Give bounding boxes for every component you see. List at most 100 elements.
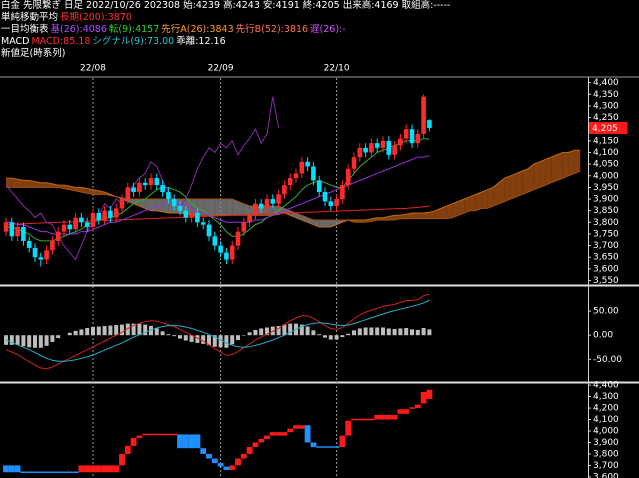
histogram-bar: [183, 335, 188, 341]
y-tick-label: 3,600: [593, 264, 619, 274]
histogram-bar: [50, 335, 55, 342]
candle-body: [403, 129, 409, 139]
histogram-bar: [427, 329, 432, 336]
histogram-bar: [178, 335, 182, 339]
candle-body: [61, 224, 67, 232]
histogram-bar: [172, 335, 177, 337]
candle-body: [287, 178, 293, 186]
cloud-fill: [156, 199, 163, 212]
cloud-fill: [510, 173, 517, 200]
histogram-bar: [230, 335, 235, 345]
last-price-label: 4,205: [592, 124, 618, 134]
y-tick-label: 3,650: [593, 253, 619, 263]
candle-body: [299, 161, 305, 174]
span-b-line: [6, 170, 581, 223]
cloud-fill: [475, 192, 482, 211]
new-value-bar: [264, 435, 270, 440]
histogram-bar: [9, 335, 14, 345]
candle-body: [55, 231, 61, 241]
header-line: 白金 先限繋ぎ 日足 2022/10/26 202308 始:4239 高:42…: [1, 0, 452, 12]
new-value-bar: [206, 453, 212, 459]
span-a-line: [6, 149, 581, 228]
indicator-line: [5, 96, 280, 261]
candle-body: [345, 168, 351, 186]
y-tick-label: -50.00: [593, 355, 622, 365]
cloud-fill: [470, 194, 476, 211]
new-value-bar: [32, 471, 38, 474]
candle-body: [102, 210, 107, 220]
new-value-bar: [171, 433, 178, 436]
candle-body: [195, 213, 200, 223]
y-tick-label: 3,900: [593, 438, 619, 448]
histogram-bar: [317, 334, 322, 336]
candle-body: [374, 143, 380, 148]
new-value-bar: [426, 389, 433, 399]
y-tick-label: 50.00: [593, 307, 619, 317]
cloud-fill: [441, 206, 447, 219]
cloud-fill: [539, 159, 546, 188]
new-value-bar: [61, 471, 67, 474]
candle-body: [363, 147, 368, 153]
histogram-bar: [340, 335, 345, 338]
new-value-bar: [72, 471, 79, 474]
new-value-bar: [414, 404, 421, 409]
y-tick-label: 0.00: [593, 331, 613, 341]
new-value-bar: [124, 445, 131, 454]
cloud-fill: [446, 203, 453, 219]
new-value-bar: [362, 418, 369, 421]
candle-body: [369, 143, 374, 153]
candle-body: [131, 187, 136, 193]
header-text: MACD:85.18: [31, 36, 91, 47]
cloud-fill: [98, 190, 105, 195]
candle-body: [409, 129, 415, 144]
histogram-bar: [195, 335, 200, 343]
cloud-fill: [139, 199, 146, 209]
new-value-bar: [90, 465, 96, 473]
histogram-bar: [56, 335, 61, 339]
candle-body: [15, 226, 20, 237]
histogram-bar: [91, 327, 95, 336]
cloud-fill: [238, 201, 244, 216]
histogram-bar: [421, 327, 426, 336]
cloud-fill: [11, 178, 18, 188]
cloud-fill: [557, 152, 563, 181]
histogram-bar: [212, 335, 217, 347]
candle-body: [84, 222, 90, 227]
y-tick-label: 3,850: [593, 206, 619, 216]
histogram-bar: [381, 327, 385, 336]
candle-body: [311, 166, 316, 181]
candle-body: [166, 192, 171, 200]
new-value-bar: [177, 434, 183, 449]
histogram-bar: [369, 327, 374, 336]
header-text: 先行B(52):3816: [235, 24, 309, 35]
cloud-fill: [87, 188, 93, 195]
candle-body: [357, 147, 363, 158]
histogram-bar: [102, 326, 107, 336]
y-tick-label: 3,600: [593, 472, 619, 478]
histogram-bar: [67, 332, 72, 336]
candle-body: [293, 173, 299, 179]
histogram-bar: [253, 329, 258, 336]
new-value-bar: [101, 465, 108, 473]
candle-body: [113, 208, 119, 218]
histogram-bar: [311, 330, 316, 336]
new-value-bar: [200, 448, 207, 454]
new-value-bar: [327, 446, 334, 448]
new-value-bar: [26, 471, 33, 474]
cloud-fill: [522, 168, 528, 195]
y-tick-label: 3,900: [593, 195, 619, 205]
candle-body: [427, 120, 432, 129]
histogram-bar: [404, 327, 409, 336]
cloud-fill: [528, 164, 534, 193]
histogram-bar: [120, 324, 124, 336]
candle-body: [253, 203, 258, 216]
cloud-fill: [162, 199, 169, 214]
candle-body: [235, 231, 241, 246]
new-value-bar: [339, 435, 346, 448]
header-line: 新値足(時系列): [1, 48, 452, 60]
y-tick-label: 4,100: [593, 415, 619, 425]
histogram-bar: [282, 324, 287, 336]
candle-body: [322, 192, 328, 202]
candle-body: [142, 182, 148, 186]
new-value-bar: [304, 425, 311, 443]
